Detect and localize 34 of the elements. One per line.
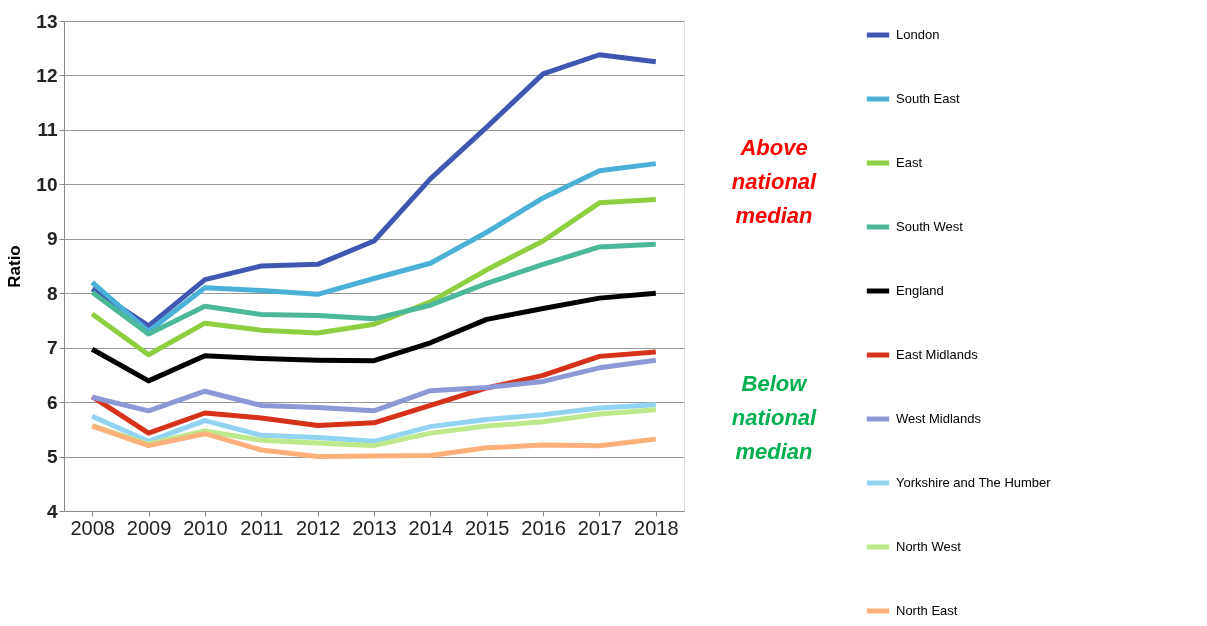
legend-label: East bbox=[896, 155, 923, 170]
y-tick-label: 9 bbox=[46, 228, 58, 250]
y-tick-label: 10 bbox=[36, 173, 58, 195]
x-tick-label: 2013 bbox=[352, 516, 397, 539]
legend-label: South East bbox=[896, 91, 960, 106]
y-tick-label: 5 bbox=[46, 446, 58, 468]
x-tick-label: 2017 bbox=[577, 516, 623, 539]
x-tick-label: 2009 bbox=[126, 516, 172, 539]
legend-label: North West bbox=[896, 539, 962, 554]
x-tick-label: 2008 bbox=[70, 516, 115, 539]
y-tick-label: 8 bbox=[46, 282, 58, 304]
x-tick-label: 2010 bbox=[183, 516, 228, 539]
x-tick-label: 2018 bbox=[634, 516, 679, 539]
x-tick-label: 2014 bbox=[408, 516, 454, 539]
x-tick-label: 2012 bbox=[295, 516, 341, 539]
x-tick-label: 2015 bbox=[464, 516, 510, 539]
legend-label: Yorkshire and The Humber bbox=[896, 475, 1052, 490]
legend-label: England bbox=[896, 283, 944, 298]
legend-label: North East bbox=[896, 603, 958, 618]
x-tick-label: 2016 bbox=[521, 516, 566, 539]
y-tick-label: 13 bbox=[36, 10, 58, 32]
y-tick-label: 7 bbox=[46, 337, 58, 359]
legend-label: East Midlands bbox=[896, 347, 979, 362]
y-axis-title: Ratio bbox=[5, 245, 25, 288]
y-tick-label: 4 bbox=[46, 500, 58, 522]
y-tick-label: 11 bbox=[37, 119, 58, 141]
y-tick-label: 6 bbox=[46, 391, 58, 413]
text: Below national median bbox=[731, 370, 818, 464]
legend-label: London bbox=[896, 27, 940, 42]
legend-label: West Midlands bbox=[896, 411, 982, 426]
x-tick-label: 2011 bbox=[240, 516, 284, 539]
legend-label: South West bbox=[896, 219, 964, 234]
y-tick-label: 12 bbox=[36, 64, 58, 86]
text: Above national median bbox=[731, 135, 818, 229]
